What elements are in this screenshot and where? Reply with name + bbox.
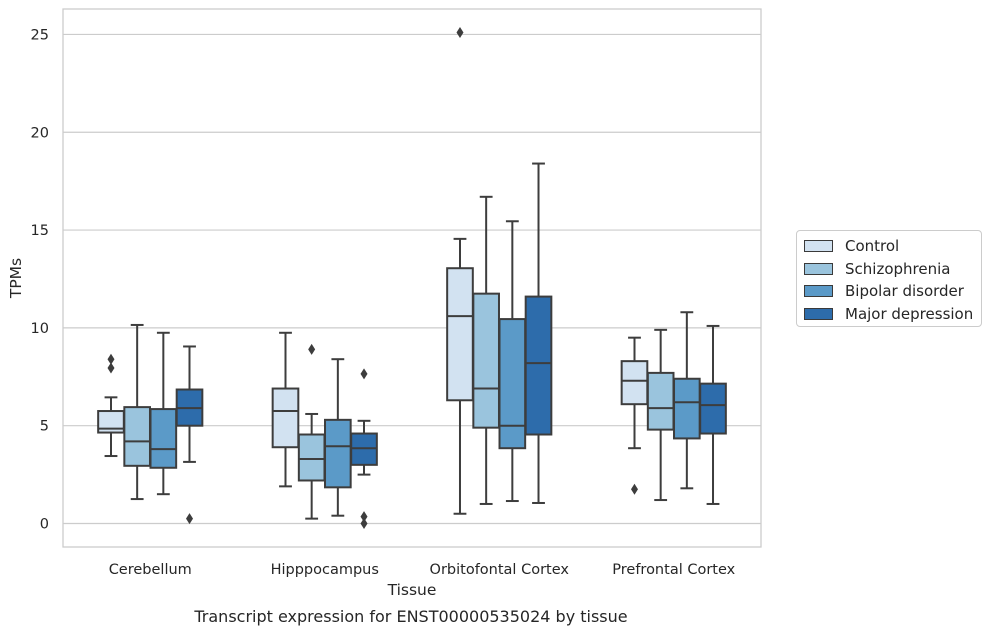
box: [646, 371, 675, 431]
box-major-depression: [524, 162, 553, 504]
x-tick-label: Orbitofontal Cortex: [430, 562, 570, 578]
outlier-point: [186, 513, 194, 525]
box-schizophrenia: [297, 343, 326, 520]
legend-label: Bipolar disorder: [845, 282, 964, 300]
outlier-point: [107, 353, 115, 365]
outlier-point: [360, 511, 368, 523]
y-tick-label: 25: [31, 27, 49, 43]
box-schizophrenia: [472, 195, 500, 505]
box: [472, 292, 500, 429]
box: [524, 295, 553, 436]
box-control: [446, 26, 474, 515]
y-tick-label: 15: [31, 223, 49, 239]
outlier-point: [360, 518, 368, 530]
legend-item: Control: [804, 236, 899, 256]
box: [620, 360, 649, 406]
box: [123, 406, 151, 467]
box: [297, 433, 326, 482]
box-control: [620, 336, 649, 495]
box-schizophrenia: [646, 328, 675, 502]
box: [324, 418, 352, 489]
legend-swatch: [804, 262, 833, 275]
legend-label: Schizophrenia: [845, 259, 951, 278]
outlier-point: [308, 343, 316, 355]
x-axis-ticks: Cerebellum Hipppocampus Orbitofontal Corte…: [109, 562, 736, 578]
legend-label: Control: [845, 237, 900, 255]
box: [699, 382, 727, 435]
outlier-point: [630, 483, 638, 495]
y-tick-label: 5: [40, 419, 49, 435]
box-bipolar-disorder: [673, 311, 701, 490]
box-bipolar-disorder: [498, 220, 527, 503]
y-tick-label: 10: [31, 321, 49, 337]
box-major-depression: [699, 324, 727, 505]
outlier-point: [456, 26, 464, 38]
plot-frame: [62, 8, 762, 548]
box-plot-series: [97, 26, 727, 530]
legend-item: Schizophrenia: [804, 259, 950, 279]
legend: Control Schizophrenia Bipolar disorder Majo…: [796, 230, 982, 327]
box: [271, 387, 300, 449]
box: [149, 408, 178, 469]
y-tick-label: 0: [40, 517, 49, 533]
x-tick-label: Prefrontal Cortex: [612, 562, 735, 578]
chart-title: Transcript expression for ENST0000053502…: [193, 607, 627, 626]
x-axis-label: Tissue: [387, 581, 437, 599]
box-control: [271, 331, 300, 488]
outlier-point: [360, 368, 368, 380]
y-tick-label: 20: [31, 125, 49, 141]
box: [673, 377, 701, 440]
box-bipolar-disorder: [149, 331, 178, 496]
legend-label: Major depression: [845, 304, 974, 323]
legend-item: Major depression: [804, 304, 973, 324]
box-major-depression: [175, 345, 204, 525]
y-axis-ticks: 0 5 10 15 20 25: [31, 27, 49, 532]
box: [446, 267, 474, 402]
box-bipolar-disorder: [324, 358, 352, 517]
box-control: [97, 353, 125, 458]
box-schizophrenia: [123, 323, 151, 501]
outlier-point: [107, 362, 115, 374]
x-tick-label: Cerebellum: [109, 562, 192, 578]
legend-swatch: [804, 240, 833, 252]
box: [498, 318, 527, 450]
box-major-depression: [350, 368, 378, 530]
y-axis-label: TPMs: [7, 258, 25, 299]
x-tick-label: Hipppocampus: [271, 562, 379, 578]
legend-swatch: [804, 307, 833, 320]
legend-swatch: [804, 285, 833, 297]
legend-item: Bipolar disorder: [804, 281, 964, 301]
